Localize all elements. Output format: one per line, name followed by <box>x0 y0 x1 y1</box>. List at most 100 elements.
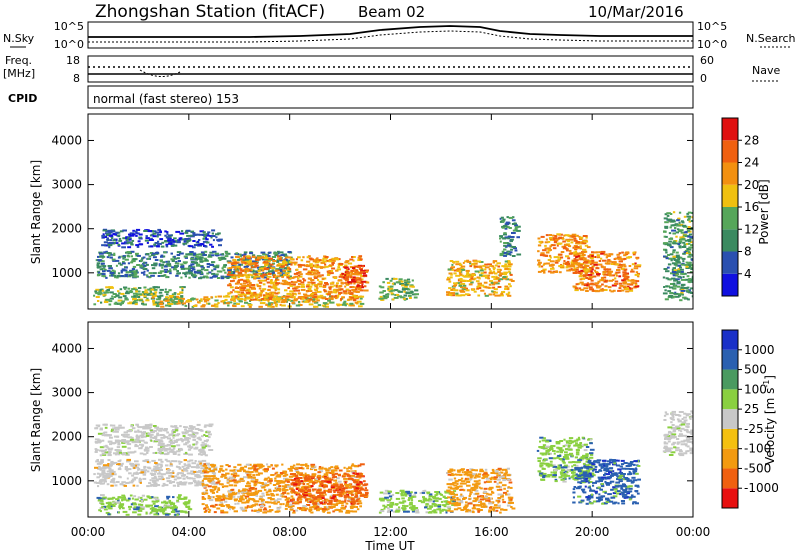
velocity-data-cell <box>97 425 100 428</box>
power-data-cell <box>618 260 623 263</box>
velocity-data-cell <box>117 443 121 446</box>
velocity-data-cell <box>279 503 283 506</box>
velocity-data-cell <box>233 481 239 484</box>
velocity-data-cell <box>274 479 277 482</box>
power-data-cell <box>307 287 312 290</box>
power-data-cell <box>484 268 487 271</box>
power-data-cell <box>112 254 116 256</box>
power-data-cell <box>282 282 286 285</box>
power-data-cell <box>573 252 578 255</box>
velocity-data-cell <box>180 483 184 486</box>
power-data-cell <box>486 286 490 289</box>
velocity-data-cell <box>133 506 138 509</box>
velocity-data-cell <box>279 494 283 497</box>
power-data-cell <box>241 254 246 257</box>
power-data-cell <box>144 291 149 294</box>
power-data-cell <box>682 252 686 255</box>
power-data-cell <box>225 251 229 254</box>
velocity-data-cell <box>219 465 224 468</box>
power-data-cell <box>579 238 583 240</box>
power-data-cell <box>456 282 461 285</box>
velocity-data-cell <box>254 470 259 473</box>
power-data-cell <box>181 302 186 305</box>
power-data-cell <box>460 268 466 271</box>
power-data-cell <box>321 278 325 281</box>
power-data-cell <box>447 293 453 296</box>
velocity-data-cell <box>316 509 320 512</box>
velocity-data-cell <box>136 436 139 439</box>
velocity-data-cell <box>282 487 286 490</box>
power-data-cell <box>590 282 594 285</box>
velocity-data-cell <box>146 452 149 454</box>
power-colorbar-tick-label: 28 <box>744 133 759 147</box>
power-data-cell <box>320 259 325 262</box>
velocity-data-cell <box>212 465 216 468</box>
power-data-cell <box>447 276 449 279</box>
velocity-data-cell <box>182 435 186 437</box>
velocity-data-cell <box>253 465 258 468</box>
power-data-cell <box>251 274 254 277</box>
velocity-data-cell <box>294 469 299 472</box>
power-data-cell <box>690 287 693 290</box>
power-data-cell <box>297 277 300 280</box>
power-data-cell <box>277 300 280 303</box>
power-data-cell <box>511 255 516 257</box>
power-data-cell <box>283 281 286 284</box>
power-data-cell <box>200 305 206 308</box>
velocity-data-cell <box>116 435 119 438</box>
power-data-cell <box>357 283 360 286</box>
velocity-data-cell <box>158 471 161 474</box>
velocity-data-cell <box>184 426 188 429</box>
power-data-cell <box>345 273 351 276</box>
velocity-data-cell <box>197 480 200 483</box>
power-data-cell <box>407 288 411 291</box>
power-data-cell <box>602 259 607 262</box>
power-data-cell <box>628 289 634 292</box>
velocity-data-cell <box>99 507 105 510</box>
power-data-cell <box>156 233 162 236</box>
power-data-cell <box>315 297 319 300</box>
power-data-cell <box>614 272 618 275</box>
velocity-data-cell <box>212 477 218 480</box>
power-data-cell <box>514 227 518 230</box>
velocity-data-cell <box>165 506 170 509</box>
velocity-data-cell <box>99 475 102 478</box>
power-data-cell <box>349 292 354 295</box>
power-data-cell <box>129 301 134 304</box>
velocity-data-cell <box>345 502 349 505</box>
power-data-cell <box>344 278 349 281</box>
power-data-cell <box>173 297 179 300</box>
velocity-data-cell <box>214 486 217 489</box>
power-data-cell <box>351 278 356 281</box>
velocity-data-cell <box>234 502 237 505</box>
power-data-cell <box>579 263 584 266</box>
power-data-cell <box>225 302 230 305</box>
velocity-data-cell <box>268 509 274 512</box>
velocity-data-cell <box>102 465 107 468</box>
power-data-cell <box>279 256 282 259</box>
velocity-data-cell <box>153 497 158 500</box>
power-data-cell <box>114 276 118 279</box>
power-data-cell <box>165 296 169 299</box>
velocity-data-cell <box>247 489 252 492</box>
velocity-data-cell <box>153 500 158 503</box>
power-data-cell <box>141 291 145 293</box>
power-data-cell <box>281 304 286 307</box>
power-data-cell <box>272 270 275 273</box>
power-data-cell <box>167 270 172 273</box>
power-data-cell <box>600 250 606 253</box>
power-data-cell <box>596 273 601 275</box>
velocity-data-cell <box>256 481 261 484</box>
power-data-cell <box>96 264 100 267</box>
power-data-cell <box>669 253 674 256</box>
power-data-cell <box>570 241 574 244</box>
velocity-data-cell <box>334 472 338 475</box>
power-data-cell <box>359 278 362 281</box>
power-data-cell <box>266 254 270 257</box>
velocity-data-cell <box>270 494 274 497</box>
power-data-cell <box>676 282 680 284</box>
power-data-cell <box>614 257 619 260</box>
power-data-cell <box>548 236 553 239</box>
power-data-cell <box>142 262 145 265</box>
velocity-data-cell <box>201 459 207 462</box>
